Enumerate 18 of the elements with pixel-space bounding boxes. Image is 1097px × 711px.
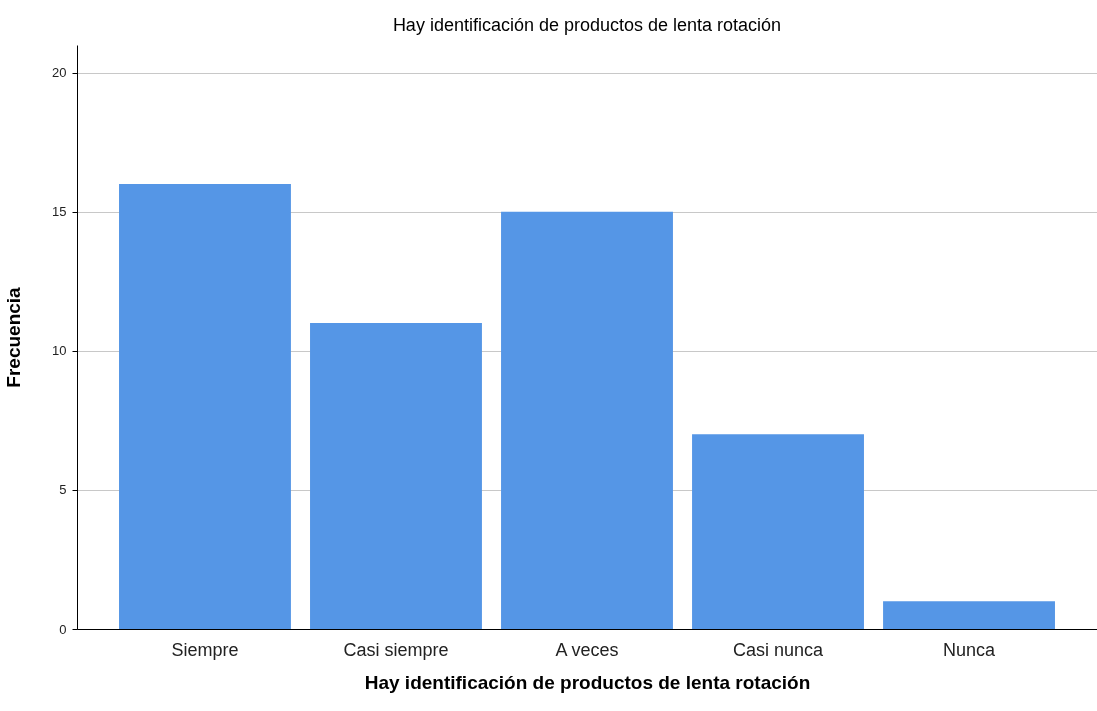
y-tick-label: 0	[59, 621, 67, 637]
x-tick-label: A veces	[555, 639, 619, 660]
x-axis-title: Hay identificación de productos de lenta rotación	[364, 671, 811, 693]
y-tick-label: 15	[52, 204, 67, 220]
y-axis-title: Frecuencia	[3, 286, 25, 388]
bar	[310, 323, 482, 629]
chart-title: Hay identificación de productos de lenta rotación	[392, 15, 782, 35]
y-tick-label: 20	[52, 65, 67, 81]
x-tick-label: Nunca	[943, 639, 997, 660]
bar	[692, 434, 864, 629]
y-tick-label: 10	[52, 343, 67, 359]
x-tick-label: Siempre	[171, 639, 239, 660]
bar	[119, 184, 291, 629]
y-tick-label: 5	[59, 482, 67, 498]
bar	[501, 211, 673, 629]
x-tick-label: Casi nunca	[732, 639, 825, 660]
bar	[883, 601, 1055, 629]
x-tick-label: Casi siempre	[343, 639, 449, 660]
